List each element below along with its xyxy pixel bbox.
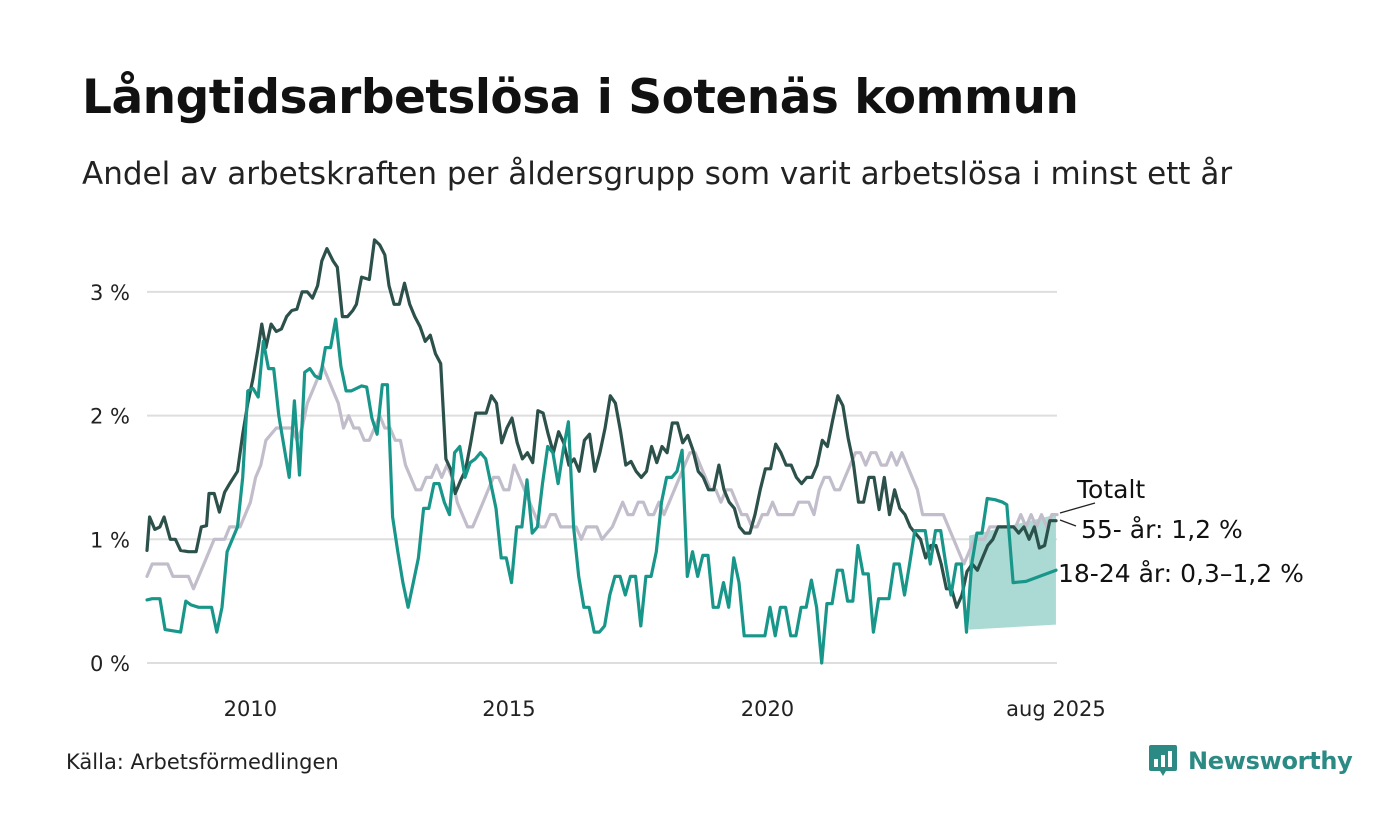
- label-55-ar: 55- år: 1,2 %: [1081, 515, 1243, 544]
- y-tick-label: 2 %: [90, 405, 130, 429]
- series-line-18-24-r: [145, 317, 1058, 665]
- brand-name: Newsworthy: [1188, 747, 1353, 775]
- chart-subtitle: Andel av arbetskraften per åldersgrupp s…: [82, 156, 1233, 192]
- newsworthy-logo-icon: [1149, 745, 1177, 776]
- y-axis-ticks: 0 % 1 % 2 % 3 %: [90, 281, 130, 676]
- series-line-totalt: [145, 364, 1059, 591]
- chart-title: Långtidsarbetslösa i Sotenäs kommun: [82, 70, 1079, 125]
- label-leader-totalt: [1059, 502, 1096, 514]
- x-tick-label: 2020: [741, 697, 794, 721]
- brand-logo: Newsworthy: [1148, 744, 1353, 778]
- x-tick-label: 2010: [224, 697, 277, 721]
- y-tick-label: 0 %: [90, 652, 130, 676]
- label-totalt: Totalt: [1076, 475, 1145, 504]
- series-line-55-r: [145, 238, 1058, 609]
- y-tick-label: 3 %: [90, 281, 130, 305]
- series-lines: [145, 238, 1059, 665]
- y-tick-label: 1 %: [90, 528, 130, 552]
- label-leader-55-ar: [1059, 519, 1077, 527]
- series-end-labels: Totalt 55- år: 1,2 % 18-24 år: 0,3–1,2 %: [1058, 475, 1304, 588]
- source-note: Källa: Arbetsförmedlingen: [66, 750, 339, 774]
- x-axis-ticks: 2010 2015 2020 aug 2025: [224, 697, 1106, 721]
- x-tick-label: aug 2025: [1006, 697, 1106, 721]
- label-18-24-ar: 18-24 år: 0,3–1,2 %: [1058, 559, 1304, 588]
- gridlines: [147, 290, 1057, 664]
- x-tick-label: 2015: [482, 697, 535, 721]
